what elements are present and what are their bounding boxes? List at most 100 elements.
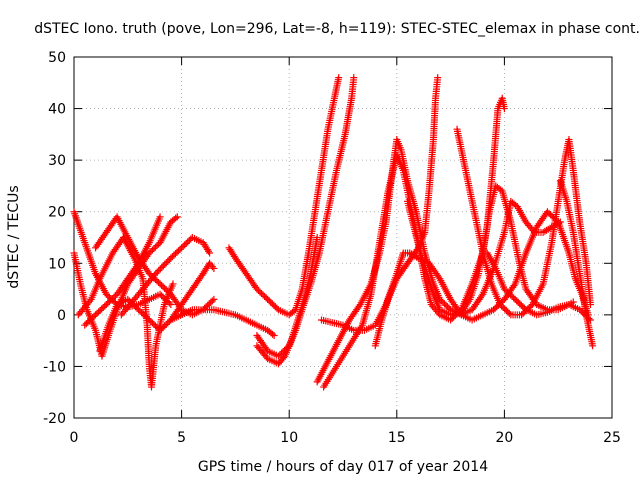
data-point xyxy=(96,306,104,314)
y-axis-label: dSTEC / TECUs xyxy=(6,185,22,288)
data-point xyxy=(150,245,158,253)
data-point xyxy=(569,298,577,306)
data-point xyxy=(434,309,442,317)
x-tick-label: 20 xyxy=(495,430,513,446)
data-point xyxy=(520,304,528,312)
data-point xyxy=(205,247,212,255)
data-point xyxy=(136,307,144,315)
data-point xyxy=(556,218,564,226)
series-s11 xyxy=(253,234,321,368)
data-point xyxy=(271,303,279,311)
data-point xyxy=(205,300,213,308)
data-point xyxy=(142,313,150,321)
data-point xyxy=(101,302,109,310)
data-point xyxy=(510,282,518,290)
series-s10 xyxy=(253,74,358,360)
series-s7 xyxy=(117,234,214,319)
data-point xyxy=(269,330,277,338)
data-point xyxy=(135,306,143,314)
data-point xyxy=(517,301,525,309)
series-s16 xyxy=(404,94,508,319)
data-point xyxy=(155,267,163,275)
series-s17 xyxy=(453,125,594,319)
data-point xyxy=(131,303,139,311)
series-s15 xyxy=(371,74,442,350)
data-point xyxy=(159,283,167,291)
data-point xyxy=(158,281,166,289)
data-point xyxy=(168,253,176,261)
data-point xyxy=(210,264,218,272)
data-point xyxy=(153,277,161,285)
data-point xyxy=(102,301,110,309)
data-point xyxy=(153,323,161,331)
y-tick-labels: -20 -10 0 10 20 30 40 50 xyxy=(43,50,66,427)
data-point xyxy=(350,74,358,82)
data-point xyxy=(150,271,158,279)
data-point xyxy=(167,301,175,309)
data-point xyxy=(82,320,90,328)
y-tick-label: -10 xyxy=(43,359,66,375)
data-point xyxy=(148,319,156,327)
data-point xyxy=(513,297,521,305)
y-tick-label: 50 xyxy=(48,50,66,66)
data-point xyxy=(259,291,267,299)
data-point xyxy=(208,297,216,305)
data-point xyxy=(519,303,527,311)
data-point xyxy=(81,321,89,329)
data-point xyxy=(85,317,93,325)
data-point xyxy=(162,259,170,267)
data-point xyxy=(181,241,189,249)
data-point xyxy=(258,289,266,297)
data-point xyxy=(511,295,519,303)
x-tick-label: 0 xyxy=(70,430,79,446)
x-tick-label: 5 xyxy=(177,430,186,446)
data-point xyxy=(254,287,262,295)
data-point xyxy=(153,242,161,250)
series-s5 xyxy=(92,213,218,319)
y-tick-label: 40 xyxy=(48,102,66,118)
data-point xyxy=(95,308,103,316)
data-point xyxy=(519,309,527,317)
data-point xyxy=(261,292,269,300)
y-tick-label: 10 xyxy=(48,256,66,272)
data-point xyxy=(145,249,153,257)
data-point xyxy=(508,292,516,300)
data-point xyxy=(99,303,107,311)
data-point xyxy=(179,242,187,250)
data-point xyxy=(147,247,155,255)
data-point xyxy=(86,297,94,305)
data-point xyxy=(158,263,166,271)
x-tick-label: 25 xyxy=(603,430,621,446)
data-point xyxy=(529,227,537,235)
data-point xyxy=(499,303,507,311)
axis-ticks xyxy=(73,56,613,419)
data-point xyxy=(156,280,164,288)
x-axis-label: GPS time / hours of day 017 of year 2014 xyxy=(198,459,488,475)
data-point xyxy=(503,288,511,296)
data-point xyxy=(105,298,113,306)
data-point xyxy=(155,278,163,286)
data-point xyxy=(90,312,98,320)
plot-frame xyxy=(73,56,613,419)
data-point xyxy=(543,208,551,216)
data-point xyxy=(138,309,146,317)
data-point xyxy=(175,247,183,255)
data-point xyxy=(156,326,164,334)
data-point xyxy=(164,287,172,295)
data-point xyxy=(88,314,96,322)
data-point xyxy=(102,290,110,298)
series-s8 xyxy=(167,306,278,339)
data-point xyxy=(501,305,509,313)
data-point xyxy=(145,316,153,324)
data-point xyxy=(141,312,149,320)
data-point xyxy=(505,309,513,317)
data-point xyxy=(176,245,184,253)
data-point xyxy=(490,306,498,314)
data-point xyxy=(437,297,445,305)
data-point xyxy=(514,298,522,306)
data-point xyxy=(576,306,584,314)
data-point xyxy=(161,260,169,268)
series-s4 xyxy=(81,213,164,329)
data-point xyxy=(184,238,192,246)
